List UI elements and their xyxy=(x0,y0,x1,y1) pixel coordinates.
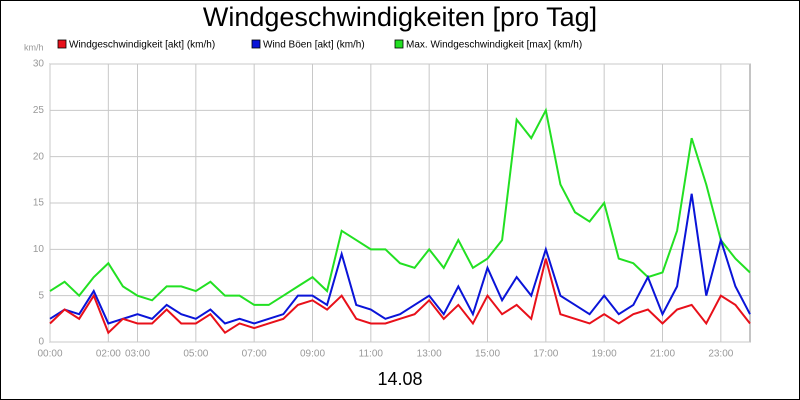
x-tick-label: 02:00 xyxy=(96,349,121,360)
x-tick-label: 05:00 xyxy=(183,349,208,360)
legend-label: Max. Windgeschwindigkeit [max] (km/h) xyxy=(406,40,582,51)
legend-swatch xyxy=(394,39,404,49)
legend-label: Wind Böen [akt] (km/h) xyxy=(263,40,365,51)
x-axis-label: 14.08 xyxy=(377,369,422,389)
y-unit: km/h xyxy=(24,42,44,52)
y-tick-label: 0 xyxy=(38,337,44,348)
legend-label: Windgeschwindigkeit [akt] (km/h) xyxy=(69,40,215,51)
y-tick-label: 15 xyxy=(33,198,45,209)
x-tick-label: 07:00 xyxy=(242,349,267,360)
x-tick-label: 13:00 xyxy=(417,349,442,360)
x-tick-label: 03:00 xyxy=(125,349,150,360)
x-tick-label: 00:00 xyxy=(37,349,62,360)
legend-swatch xyxy=(251,39,261,49)
x-tick-label: 21:00 xyxy=(650,349,675,360)
y-tick-label: 20 xyxy=(33,151,45,162)
y-tick-label: 5 xyxy=(38,290,44,301)
x-tick-label: 23:00 xyxy=(708,349,733,360)
x-tick-label: 11:00 xyxy=(359,349,384,360)
series-line xyxy=(49,107,751,306)
y-tick-label: 25 xyxy=(33,105,45,116)
x-tick-label: 15:00 xyxy=(475,349,500,360)
series-line xyxy=(49,193,751,325)
chart-title: Windgeschwindigkeiten [pro Tag] xyxy=(203,2,597,32)
x-tick-label: 09:00 xyxy=(300,349,325,360)
series-line xyxy=(49,258,751,335)
x-tick-label: 19:00 xyxy=(592,349,617,360)
x-tick-label: 17:00 xyxy=(533,349,558,360)
y-tick-label: 10 xyxy=(33,244,45,255)
legend-swatch xyxy=(57,39,67,49)
y-tick-label: 30 xyxy=(33,59,45,70)
